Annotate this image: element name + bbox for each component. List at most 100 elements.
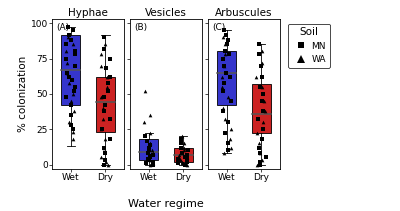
Point xyxy=(72,50,78,53)
Point xyxy=(183,154,189,158)
Point xyxy=(222,43,228,46)
Point xyxy=(177,157,184,161)
Point xyxy=(100,47,107,50)
Point xyxy=(72,64,78,67)
Point xyxy=(149,160,156,164)
Point xyxy=(257,151,264,155)
Point xyxy=(176,153,182,156)
Point xyxy=(147,132,154,135)
Point xyxy=(147,142,153,145)
Point xyxy=(64,36,71,39)
Title: Hyphae: Hyphae xyxy=(68,8,108,18)
Point xyxy=(258,64,264,67)
Point xyxy=(105,163,111,166)
Point xyxy=(223,33,229,36)
Point xyxy=(70,130,76,134)
Point xyxy=(102,43,108,46)
Point xyxy=(220,57,226,60)
Point xyxy=(260,127,267,131)
Point xyxy=(225,142,231,145)
Point xyxy=(69,92,76,96)
Point xyxy=(220,109,226,112)
Point xyxy=(145,157,152,161)
Point xyxy=(70,127,77,131)
Point xyxy=(146,159,152,162)
Point xyxy=(105,89,112,93)
Point xyxy=(150,153,156,156)
Point xyxy=(106,137,113,141)
Point xyxy=(68,99,74,103)
Point xyxy=(64,61,70,65)
Point xyxy=(259,137,266,141)
Point xyxy=(228,146,234,149)
Point xyxy=(147,159,154,162)
Point xyxy=(184,159,190,162)
Point xyxy=(68,123,74,127)
Point xyxy=(102,159,108,162)
Point xyxy=(220,106,226,110)
Point xyxy=(179,151,186,155)
Point xyxy=(68,38,74,42)
Point xyxy=(150,163,156,166)
Bar xyxy=(139,139,158,160)
Point xyxy=(98,64,104,67)
Point xyxy=(258,75,265,79)
Point xyxy=(100,106,106,110)
Point xyxy=(179,135,185,138)
Point xyxy=(143,161,149,165)
Point xyxy=(226,53,233,56)
Point xyxy=(144,139,150,142)
Point xyxy=(147,156,153,159)
Point xyxy=(145,156,152,159)
Point xyxy=(260,92,267,96)
Point xyxy=(259,85,265,89)
Title: Vesicles: Vesicles xyxy=(145,8,187,18)
Point xyxy=(263,156,269,159)
Text: (C): (C) xyxy=(212,23,226,32)
Point xyxy=(222,132,228,135)
Point xyxy=(256,53,262,56)
Bar xyxy=(252,84,270,134)
Point xyxy=(142,135,148,138)
Point xyxy=(222,53,228,56)
Point xyxy=(141,120,148,124)
Point xyxy=(178,142,185,145)
Point xyxy=(184,153,191,156)
Point xyxy=(102,137,109,141)
Point xyxy=(227,137,234,141)
Point xyxy=(256,142,262,145)
Point xyxy=(98,53,104,56)
Point xyxy=(259,159,266,162)
Point xyxy=(225,149,232,152)
Point xyxy=(103,67,110,70)
Point xyxy=(254,132,261,135)
Point xyxy=(262,109,269,112)
Point xyxy=(98,95,104,98)
Point xyxy=(225,38,231,42)
Bar xyxy=(174,148,193,162)
Point xyxy=(181,142,187,145)
Point xyxy=(64,71,70,74)
Point xyxy=(66,81,72,84)
Point xyxy=(64,26,71,29)
Point xyxy=(254,118,261,121)
Point xyxy=(219,75,225,79)
Point xyxy=(146,113,153,117)
Point xyxy=(256,160,263,164)
Point xyxy=(184,149,191,152)
Point xyxy=(147,154,153,158)
Point xyxy=(181,146,188,149)
Point xyxy=(66,120,72,124)
Point xyxy=(228,99,234,103)
Point xyxy=(184,154,190,158)
Point xyxy=(103,85,110,89)
Point xyxy=(101,146,108,149)
Point xyxy=(178,151,184,155)
Point xyxy=(175,157,182,161)
Point xyxy=(257,151,263,155)
Point xyxy=(181,149,187,152)
Point xyxy=(254,163,260,166)
Point xyxy=(147,143,153,146)
Point xyxy=(68,113,74,117)
Point xyxy=(106,75,113,79)
